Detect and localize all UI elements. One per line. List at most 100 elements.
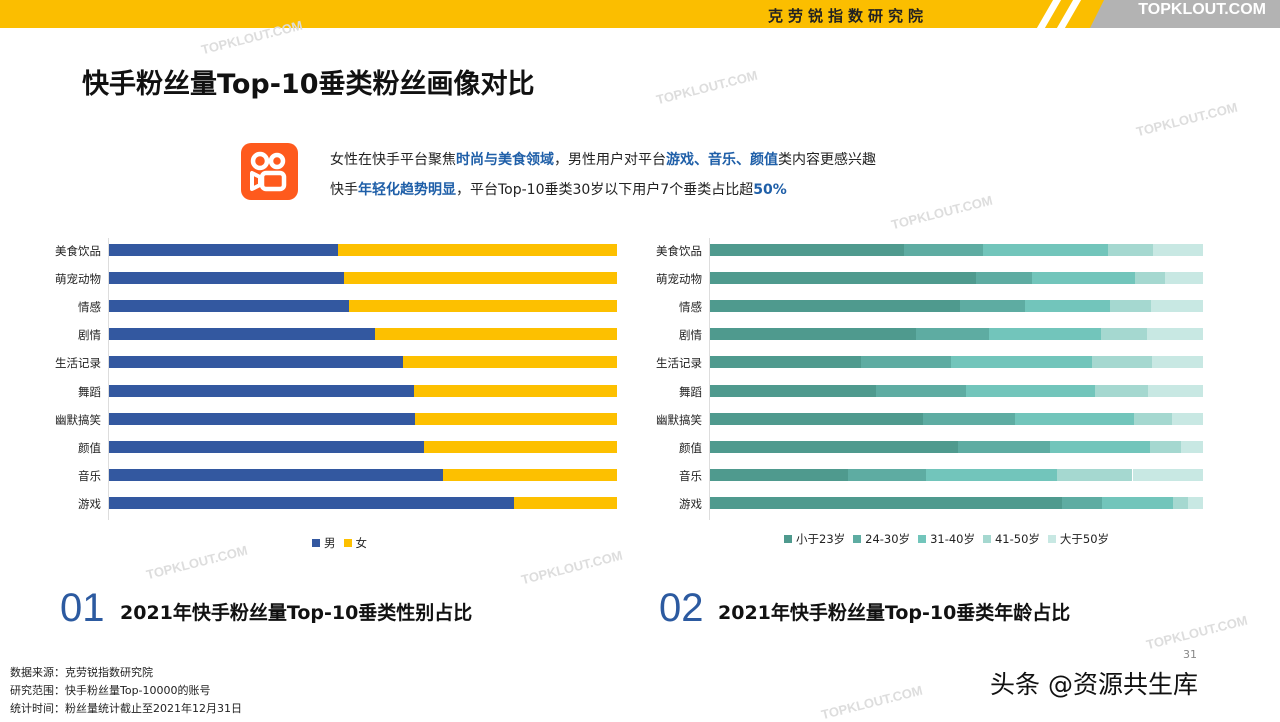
- bar-segment: [1091, 356, 1153, 369]
- watermark-logo: TOPKLOUT.COM: [889, 192, 995, 233]
- page-title: 快手粉丝量Top-10垂类粉丝画像对比: [82, 69, 535, 100]
- category-label: 萌宠动物: [656, 272, 702, 287]
- bar-segment: [710, 440, 959, 453]
- bar-segment: [1173, 496, 1189, 509]
- bar-segment: [109, 384, 414, 397]
- bar-segment: [109, 328, 376, 341]
- bar-segment: [710, 244, 905, 256]
- bar-segment: [1172, 412, 1203, 425]
- legend-swatch: [312, 539, 320, 547]
- bar-segment: [423, 440, 617, 453]
- bar-segment: [1146, 328, 1203, 341]
- category-label: 幽默搞笑: [55, 412, 101, 427]
- footer-time: 统计时间：粉丝量统计截止至2021年12月31日: [10, 702, 242, 715]
- summary-text: ，男性用户对平台: [554, 152, 666, 168]
- bar-segment: [402, 356, 617, 369]
- bar-segment: [710, 272, 976, 285]
- category-label: 舞蹈: [679, 384, 702, 399]
- category-label: 幽默搞笑: [656, 412, 702, 427]
- watermark-logo: TOPKLOUT.COM: [519, 547, 625, 588]
- legend-swatch: [1047, 535, 1056, 543]
- bar-segment: [1107, 244, 1153, 256]
- bar-segment: [109, 272, 345, 285]
- legend-swatch: [784, 535, 792, 543]
- bar-segment: [710, 356, 861, 369]
- category-label: 美食饮品: [656, 244, 702, 258]
- category-label: 生活记录: [656, 356, 702, 371]
- legend-item: 24-30岁: [853, 531, 910, 547]
- page-number: 31: [1183, 648, 1197, 661]
- bar-segment: [109, 244, 339, 256]
- bar-segment: [916, 328, 989, 341]
- bar-segment: [1050, 440, 1150, 453]
- watermark-logo: TOPKLOUT.COM: [144, 542, 250, 583]
- bar-segment: [1164, 272, 1203, 285]
- bar-segment: [1132, 468, 1203, 481]
- brand-logo: TOPKLOUT.COM: [1138, 1, 1266, 18]
- bar-segment: [109, 440, 424, 453]
- bar-segment: [109, 356, 403, 369]
- category-label: 游戏: [78, 496, 101, 511]
- summary-line-1: 女性在快手平台聚焦时尚与美食领域，男性用户对平台游戏、音乐、颜值类内容更感兴趣: [330, 149, 876, 169]
- bar-segment: [348, 300, 617, 313]
- legend-swatch: [918, 535, 927, 543]
- category-label: 情感: [679, 300, 702, 315]
- category-label: 剧情: [78, 328, 101, 343]
- bar-segment: [109, 496, 514, 509]
- legend-item: 41-50岁: [982, 531, 1040, 547]
- highlight-text: 年轻化趋势明显: [358, 182, 456, 198]
- bar-segment: [1134, 272, 1165, 285]
- summary-text: ，平台Top-10垂类30岁以下用户7个垂类占比超: [456, 182, 754, 198]
- bar-segment: [1181, 440, 1203, 453]
- summary-text: 类内容更感兴趣: [778, 152, 876, 168]
- legend-label: 男: [324, 536, 336, 550]
- bar-segment: [109, 412, 415, 425]
- legend-label: 41-50岁: [994, 532, 1040, 546]
- bar-segment: [1134, 412, 1173, 425]
- bar-segment: [1024, 300, 1110, 313]
- bar-segment: [926, 468, 1058, 481]
- summary-text: 女性在快手平台聚焦: [330, 152, 456, 168]
- highlight-text: 50%: [753, 182, 787, 198]
- bar-segment: [848, 468, 927, 481]
- category-label: 美食饮品: [55, 244, 101, 258]
- bar-segment: [710, 328, 917, 341]
- source-watermark: 头条 @资源共生库: [990, 670, 1198, 699]
- legend-item: 大于50岁: [1047, 531, 1109, 547]
- bar-segment: [1149, 440, 1182, 453]
- bar-segment: [338, 244, 617, 256]
- highlight-text: 游戏、音乐、颜值: [666, 152, 778, 168]
- legend-swatch: [343, 539, 352, 547]
- footer-scope: 研究范围：快手粉丝量Top-10000的账号: [10, 684, 211, 697]
- watermark-logo: TOPKLOUT.COM: [1144, 612, 1250, 653]
- bar-segment: [442, 468, 617, 481]
- bar-segment: [958, 440, 1051, 453]
- kuaishou-logo-icon: [241, 143, 298, 200]
- chart-legend: 男女: [312, 535, 367, 551]
- bar-segment: [710, 412, 924, 425]
- section-title: 2021年快手粉丝量Top-10垂类性别占比: [120, 602, 473, 624]
- summary-text: 快手: [330, 182, 358, 198]
- bar-segment: [923, 412, 1016, 425]
- org-name: 克劳锐指数研究院: [768, 7, 929, 25]
- legend-label: 24-30岁: [865, 532, 911, 546]
- legend-item: 31-40岁: [918, 531, 975, 547]
- bar-segment: [1015, 412, 1135, 425]
- category-label: 音乐: [78, 468, 101, 483]
- category-axis: [108, 238, 109, 520]
- bar-segment: [1062, 496, 1103, 509]
- category-axis: [709, 238, 710, 520]
- bar-segment: [960, 300, 1025, 313]
- legend-swatch: [853, 535, 862, 543]
- category-label: 游戏: [679, 496, 702, 511]
- footer-source: 数据来源：克劳锐指数研究院: [10, 666, 153, 679]
- decor-stripe: [1036, 0, 1062, 28]
- section-title: 2021年快手粉丝量Top-10垂类年龄占比: [718, 602, 1071, 624]
- bar-segment: [1151, 300, 1203, 313]
- watermark-logo: TOPKLOUT.COM: [654, 67, 760, 108]
- bar-segment: [1102, 496, 1174, 509]
- brand-panel: [1090, 0, 1280, 28]
- bar-segment: [860, 356, 952, 369]
- decor-stripe: [1056, 0, 1082, 28]
- bar-segment: [965, 384, 1095, 397]
